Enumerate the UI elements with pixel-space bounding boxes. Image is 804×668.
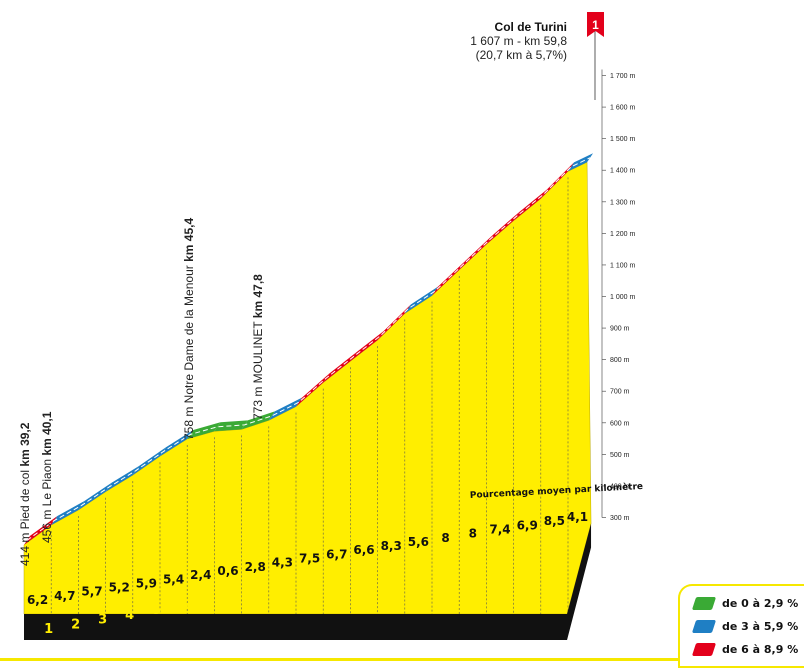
summit-category: 1 — [592, 18, 599, 32]
gradient-band-segment — [459, 235, 493, 270]
km-marker: 14 — [386, 561, 404, 576]
elevation-tick-label: 500 m — [610, 452, 630, 459]
km-marker: 2 — [71, 617, 80, 632]
km-marker: 12 — [332, 570, 350, 585]
km-marker: 17 — [467, 547, 485, 562]
gradient-value: 4,7 — [54, 589, 75, 603]
gradient-band-segment — [404, 286, 438, 314]
elevation-tick-label: 1 500 m — [610, 136, 635, 143]
waypoint-name: 758 m Notre Dame de la Menour — [182, 262, 196, 440]
gradient-band-segment — [296, 373, 330, 407]
legend-item-red: de 6 à 8,9 % — [691, 640, 799, 658]
elevation-tick-label: 1 700 m — [610, 73, 635, 80]
gradient-value: 6,6 — [353, 543, 374, 557]
elevation-tick-label: 1 100 m — [610, 262, 635, 269]
elevation-tick-label: 700 m — [610, 389, 630, 396]
elevation-tick-label: 1 300 m — [610, 199, 635, 206]
gradient-value: 6,2 — [27, 593, 48, 607]
summit-detail: 1 607 m - km 59,8 — [470, 34, 567, 48]
km-marker: 16 — [440, 552, 458, 567]
gradient-value: 5,4 — [163, 572, 184, 586]
base-slab — [24, 523, 592, 640]
gradient-value: 8 — [441, 531, 449, 545]
legend-item-green: de 0 à 2,9 % — [691, 594, 799, 612]
km-marker: 20 — [548, 533, 566, 548]
gradient-value: 5,7 — [81, 585, 102, 599]
km-marker: 4 — [125, 608, 134, 623]
waypoint-label: 414 m Pied de col km 39,2 — [18, 422, 32, 566]
summit-flag-icon — [587, 12, 604, 37]
gradient-value: 5,6 — [408, 535, 429, 549]
legend-swatch-green — [691, 596, 717, 610]
elevation-tick-label: 600 m — [610, 420, 630, 427]
elevation-tick-label: 1 400 m — [610, 168, 635, 175]
legend-label: de 3 à 5,9 % — [722, 619, 799, 633]
gradient-legend: de 0 à 2,9 % de 3 à 5,9 % de 6 à 8,9 % — [678, 584, 804, 668]
waypoint-name: 456 m Le Piaon — [40, 456, 54, 543]
gradient-value: 0,6 — [217, 564, 238, 578]
km-marker: 19 — [521, 537, 539, 552]
km-marker: 5 — [152, 603, 161, 618]
elevation-tick-label: 1 000 m — [610, 294, 635, 301]
legend-label: de 0 à 2,9 % — [722, 596, 799, 610]
km-marker: 15 — [413, 556, 431, 571]
waypoint-label: 758 m Notre Dame de la Menour km 45,4 — [182, 218, 196, 440]
legend-swatch-red — [691, 642, 717, 656]
gradient-value: 7,5 — [299, 552, 320, 566]
gradient-value: 8 — [469, 527, 477, 541]
gradient-value: 8,3 — [381, 539, 402, 553]
gradient-band-segment — [513, 189, 547, 221]
gradient-value: 6,9 — [517, 518, 538, 532]
band-centre-line — [26, 157, 591, 541]
km-marker: 8 — [233, 589, 242, 604]
km-marker: 9 — [260, 584, 269, 599]
waypoint-km: km 39,2 — [18, 422, 32, 466]
elevation-tick-label: 300 m — [610, 515, 630, 522]
km-marker: 18 — [494, 542, 512, 557]
waypoint-km: km 47,8 — [251, 274, 265, 318]
elevation-tick-label: 800 m — [610, 357, 630, 364]
gradient-value: 4,3 — [272, 556, 293, 570]
gradient-value: 2,4 — [190, 568, 211, 582]
waypoint-name: 414 m Pied de col — [18, 467, 32, 566]
gradient-value: 2,8 — [245, 560, 266, 574]
km-marker: 7 — [206, 594, 215, 609]
waypoint-km: km 40,1 — [40, 411, 54, 455]
elevation-tick-label: 1 600 m — [610, 105, 635, 112]
summit-detail2: (20,7 km à 5,7%) — [476, 48, 567, 62]
km-marker: 3 — [98, 613, 107, 628]
km-marker: 6 — [179, 599, 188, 614]
summit-name: Col de Turini — [495, 20, 567, 34]
gradient-value: 7,4 — [489, 522, 510, 536]
gradient-value: 5,9 — [136, 576, 157, 590]
gradient-value: 8,5 — [544, 514, 565, 528]
legend-swatch-blue — [691, 619, 717, 633]
gradient-value: 4,1 — [567, 510, 588, 524]
km-marker: 1 — [44, 622, 53, 637]
bottom-rule — [0, 658, 680, 661]
elevation-tick-label: 1 200 m — [610, 231, 635, 238]
legend-item-blue: de 3 à 5,9 % — [691, 617, 799, 635]
gradient-band-segment — [350, 331, 384, 362]
gradient-value: 6,7 — [326, 547, 347, 561]
waypoint-label: 773 m MOULINET km 47,8 — [251, 274, 265, 420]
gradient-value: 5,2 — [109, 581, 130, 595]
waypoint-km: km 45,4 — [182, 218, 196, 262]
km-marker: 13 — [359, 566, 377, 581]
waypoint-name: 773 m MOULINET — [251, 318, 265, 420]
legend-label: de 6 à 8,9 % — [722, 642, 799, 656]
elevation-tick-label: 900 m — [610, 326, 630, 333]
waypoint-label: 456 m Le Piaon km 40,1 — [40, 411, 54, 543]
elevation-tick-label: 400 m — [610, 483, 630, 490]
km-marker: 11 — [305, 575, 323, 590]
km-marker: 10 — [278, 580, 296, 595]
gradient-band-segment — [268, 397, 302, 421]
